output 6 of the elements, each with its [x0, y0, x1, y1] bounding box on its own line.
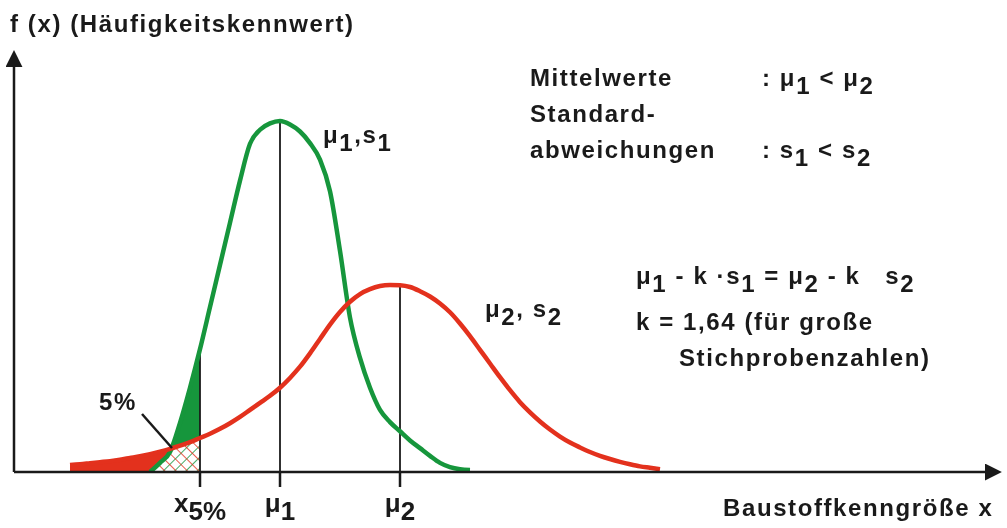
annotation: 5%: [99, 388, 137, 415]
annotation: Standard- abweichungen: [530, 100, 716, 163]
text: Mittelwerte: [530, 64, 673, 91]
y-axis-title: f (x) (Häufigkeitskennwert): [10, 10, 355, 37]
x-axis-title: Baustoffkenngröße x: [723, 494, 994, 521]
annotation: k = 1,64 (für große Stichprobenzahlen): [636, 308, 931, 371]
